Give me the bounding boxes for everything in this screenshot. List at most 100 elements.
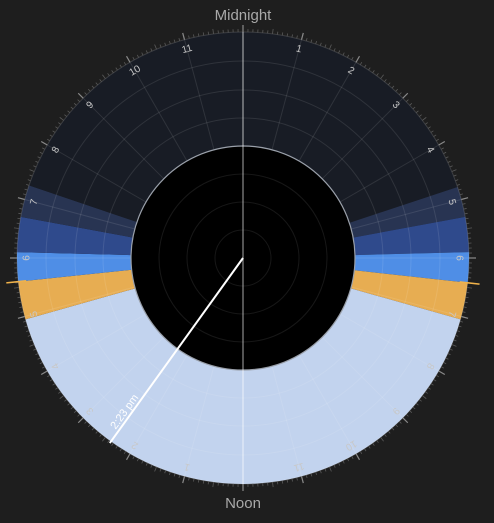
grid-spoke (184, 39, 215, 150)
tick-mark (13, 287, 19, 289)
tick-mark (23, 193, 27, 196)
minute-ticks (10, 25, 476, 491)
tick-mark (430, 383, 434, 386)
tick-mark (39, 151, 43, 154)
tick-mark (55, 387, 59, 390)
hour-number: 6 (22, 255, 33, 261)
tick-mark (39, 362, 43, 365)
tick-mark (395, 424, 399, 428)
tick-mark (342, 52, 345, 56)
tick-mark (391, 427, 395, 431)
tick-mark (447, 353, 451, 356)
tick-mark (459, 193, 463, 196)
tick-mark (467, 287, 473, 289)
hour-number: 2 (346, 65, 357, 78)
tick-mark (376, 73, 379, 76)
tick-mark (212, 482, 214, 488)
tick-mark (115, 445, 118, 449)
grid-spoke (339, 313, 439, 372)
tick-mark (193, 478, 195, 482)
segment-astronomical-twilight-evening (20, 185, 137, 238)
tick-mark (99, 79, 102, 82)
tick-mark (17, 197, 25, 201)
tick-mark (107, 440, 110, 443)
hour-number: 10 (128, 63, 144, 78)
segment-nautical-twilight-morning (353, 216, 469, 256)
tick-mark (159, 468, 162, 472)
tick-mark (368, 445, 371, 449)
tick-mark (77, 92, 84, 99)
tick-mark (17, 315, 25, 319)
hour-number: 7 (445, 310, 457, 319)
grid-spoke (351, 286, 462, 317)
tick-mark (300, 476, 304, 484)
tick-mark (164, 470, 167, 474)
tick-mark (84, 92, 88, 96)
tick-mark (145, 462, 148, 466)
tick-mark (37, 357, 41, 360)
tick-mark (319, 42, 322, 46)
tick-mark (197, 33, 200, 37)
tick-mark (438, 370, 446, 376)
tick-mark (33, 165, 37, 168)
grid-spoke (321, 336, 404, 419)
tick-mark (329, 44, 332, 50)
tick-mark (463, 306, 467, 308)
hour-number: 4 (424, 145, 437, 156)
tick-mark (26, 330, 30, 332)
tick-mark (164, 42, 167, 46)
grid-spoke (82, 336, 165, 419)
tick-mark (422, 117, 427, 121)
tick-mark (405, 99, 409, 103)
tick-mark (29, 174, 33, 177)
tick-mark (449, 165, 453, 168)
tick-mark (415, 402, 419, 406)
segment-golden-hour-evening (18, 269, 136, 320)
tick-mark (173, 39, 176, 43)
tick-mark (372, 70, 375, 74)
tick-mark (102, 437, 106, 442)
tick-mark (443, 151, 447, 154)
tick-mark (427, 126, 431, 129)
tick-mark (64, 114, 67, 117)
tick-mark (102, 74, 106, 79)
tick-mark (456, 330, 460, 332)
tick-mark (132, 455, 135, 459)
hour-number: 5 (28, 309, 40, 318)
tick-mark (52, 383, 56, 386)
tick-mark (111, 70, 114, 74)
tick-mark (27, 334, 31, 337)
tick-mark (438, 140, 446, 146)
tick-mark (154, 466, 157, 472)
tick-mark (455, 334, 459, 337)
segment-civil-twilight-evening (16, 252, 132, 282)
tick-mark (380, 74, 384, 79)
tick-mark (141, 460, 144, 464)
tick-mark (443, 362, 447, 365)
tick-mark (150, 464, 153, 468)
grid-spoke (321, 97, 404, 180)
segment-golden-hour-morning (350, 270, 468, 320)
tick-mark (67, 110, 71, 114)
tick-mark (29, 344, 35, 347)
hour-number: 5 (445, 198, 457, 207)
tick-mark (384, 434, 387, 437)
segment-night (243, 32, 458, 223)
tick-mark (433, 134, 437, 137)
tick-mark (123, 62, 127, 65)
hour-number: 8 (50, 145, 63, 156)
hour-number: 8 (424, 361, 437, 372)
tick-mark (212, 28, 214, 34)
tick-mark (425, 391, 428, 394)
tick-mark (315, 471, 317, 475)
tick-mark (355, 453, 361, 461)
tick-mark (49, 134, 53, 137)
tick-mark (445, 156, 449, 159)
tick-mark (359, 62, 363, 65)
tick-mark (27, 179, 31, 182)
tick-mark (58, 122, 61, 125)
tick-mark (123, 451, 127, 454)
tick-mark (462, 311, 466, 313)
tick-mark (395, 88, 399, 92)
